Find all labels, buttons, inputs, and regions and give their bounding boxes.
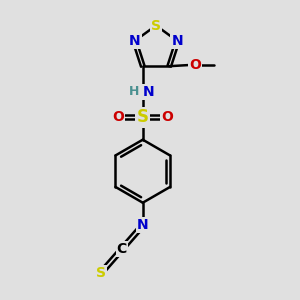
Text: S: S xyxy=(151,19,161,32)
Text: S: S xyxy=(137,108,149,126)
Text: N: N xyxy=(142,85,154,99)
Text: H: H xyxy=(129,85,140,98)
Text: O: O xyxy=(189,58,201,72)
Text: N: N xyxy=(172,34,183,48)
Text: C: C xyxy=(117,242,127,256)
Text: O: O xyxy=(161,110,173,124)
Text: S: S xyxy=(96,266,106,280)
Text: O: O xyxy=(112,110,124,124)
Text: N: N xyxy=(137,218,148,232)
Text: N: N xyxy=(129,34,140,48)
